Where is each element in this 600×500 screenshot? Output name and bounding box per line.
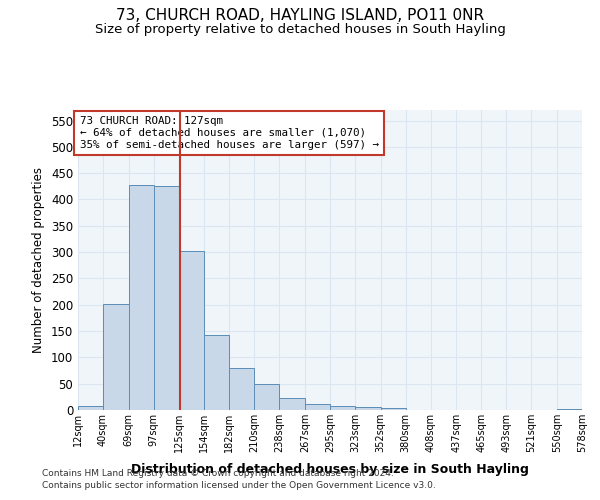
Bar [78, 406, 103, 410]
Bar [557, 409, 582, 410]
Bar [305, 404, 330, 410]
Text: 73, CHURCH ROAD, HAYLING ISLAND, PO11 0NR: 73, CHURCH ROAD, HAYLING ISLAND, PO11 0N… [116, 8, 484, 22]
Text: Contains public sector information licensed under the Open Government Licence v3: Contains public sector information licen… [42, 481, 436, 490]
Text: Size of property relative to detached houses in South Hayling: Size of property relative to detached ho… [95, 22, 505, 36]
Bar [330, 406, 355, 410]
Bar [381, 408, 406, 410]
Bar [179, 251, 205, 410]
Bar [205, 334, 229, 410]
Bar [229, 368, 254, 410]
Y-axis label: Number of detached properties: Number of detached properties [32, 167, 46, 353]
Bar [254, 384, 279, 410]
Bar [355, 408, 381, 410]
Text: Contains HM Land Registry data © Crown copyright and database right 2024.: Contains HM Land Registry data © Crown c… [42, 468, 394, 477]
Bar [129, 184, 154, 410]
Text: 73 CHURCH ROAD: 127sqm
← 64% of detached houses are smaller (1,070)
35% of semi-: 73 CHURCH ROAD: 127sqm ← 64% of detached… [80, 116, 379, 150]
Bar [279, 398, 305, 410]
Bar [154, 186, 179, 410]
Bar [103, 304, 129, 410]
X-axis label: Distribution of detached houses by size in South Hayling: Distribution of detached houses by size … [131, 464, 529, 476]
